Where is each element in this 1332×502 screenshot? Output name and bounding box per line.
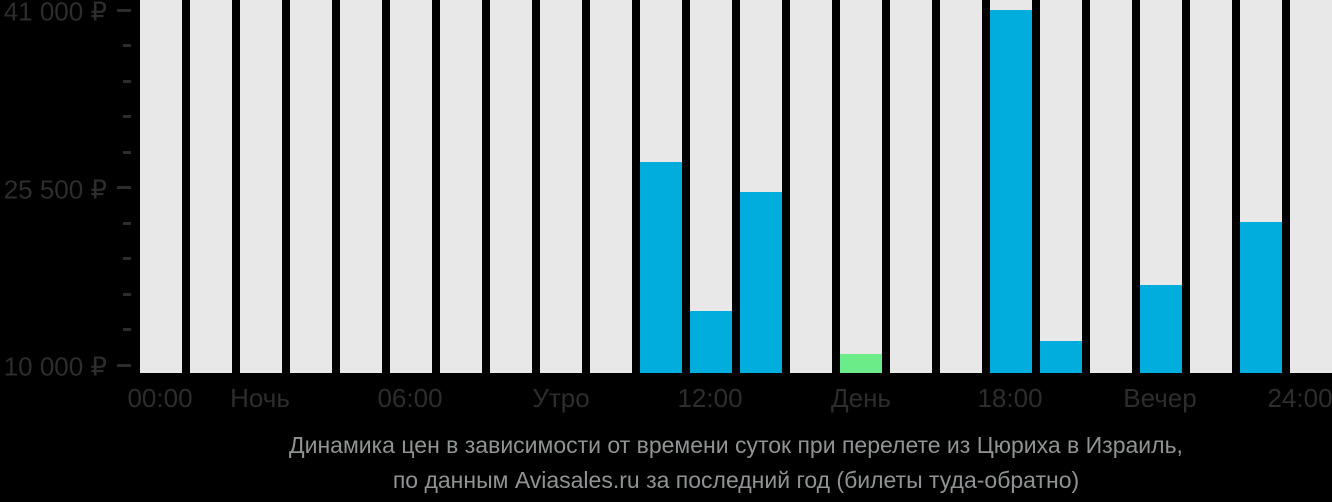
bar-track — [490, 0, 532, 373]
bar-track — [1290, 0, 1332, 373]
bar-track — [840, 0, 882, 373]
y-axis-label: 10 000 ₽ — [3, 351, 107, 382]
y-axis-major-tick — [117, 363, 131, 367]
y-axis-label: 25 500 ₽ — [3, 174, 107, 204]
x-axis-label: День — [831, 383, 891, 413]
x-axis-label: 06:00 — [377, 383, 443, 413]
bar-track — [1190, 0, 1232, 373]
price-bar — [1040, 340, 1082, 373]
bar-track — [690, 0, 732, 373]
price-bar — [740, 192, 782, 373]
price-bar — [640, 162, 682, 373]
y-axis-minor-tick — [123, 221, 131, 225]
y-axis-minor-tick — [123, 44, 131, 47]
y-axis-label: 41 000 ₽ — [3, 0, 107, 27]
x-axis-label: 12:00 — [677, 383, 743, 413]
x-axis-label: 24:00 — [1267, 383, 1332, 413]
bar-track — [290, 0, 332, 373]
min-price-bar — [840, 353, 882, 373]
bar-track — [440, 0, 482, 373]
y-axis-minor-tick — [123, 115, 131, 118]
y-axis-minor-tick — [123, 292, 131, 296]
bar-track — [140, 0, 182, 373]
x-axis-label: Вечер — [1123, 383, 1197, 413]
x-axis-label: 18:00 — [977, 383, 1043, 413]
chart-caption-line-2: по данным Aviasales.ru за последний год … — [392, 467, 1080, 493]
bar-track — [540, 0, 582, 373]
x-axis-label: 00:00 — [127, 383, 193, 413]
x-axis-label: Ночь — [230, 383, 290, 413]
price-bar — [990, 10, 1032, 373]
bar-track — [1090, 0, 1132, 373]
price-bar — [1240, 221, 1282, 373]
bar-track — [940, 0, 982, 373]
bar-track — [340, 0, 382, 373]
bar-track — [240, 0, 282, 373]
y-axis-major-tick — [117, 186, 131, 189]
bar-track — [390, 0, 432, 373]
price-bar — [690, 311, 732, 373]
chart-caption: Динамика цен в зависимости от времени су… — [140, 428, 1332, 498]
y-axis-minor-tick — [123, 257, 131, 260]
y-axis-minor-tick — [123, 328, 131, 331]
bar-track — [890, 0, 932, 373]
bar-track — [190, 0, 232, 373]
chart-caption-line-1: Динамика цен в зависимости от времени су… — [289, 432, 1183, 458]
bar-track — [590, 0, 632, 373]
bar-track — [1040, 0, 1082, 373]
x-axis-label: Утро — [532, 383, 590, 413]
y-axis-minor-tick — [123, 150, 131, 154]
y-axis-major-tick — [117, 8, 131, 12]
bar-track — [790, 0, 832, 373]
y-axis-minor-tick — [123, 79, 131, 83]
price-bar — [1140, 284, 1182, 373]
